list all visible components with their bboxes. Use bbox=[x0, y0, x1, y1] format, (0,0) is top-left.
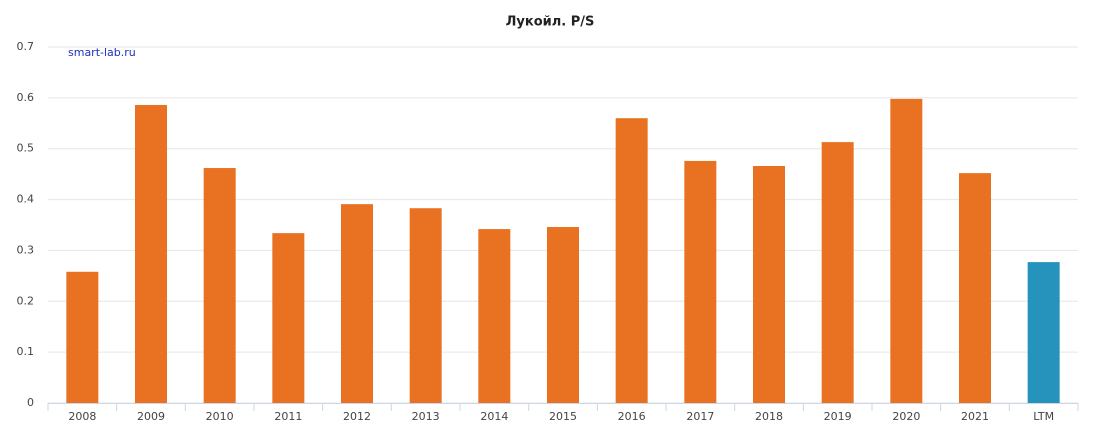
bar bbox=[203, 168, 236, 403]
chart-title: Лукойл. P/S bbox=[506, 15, 595, 30]
y-tick-label: 0 bbox=[27, 396, 34, 409]
bar bbox=[1027, 262, 1060, 403]
x-tick-label: 2013 bbox=[412, 410, 440, 423]
bar bbox=[684, 160, 717, 403]
bar bbox=[890, 98, 923, 404]
annotation: smart-lab.ru bbox=[68, 46, 136, 59]
x-tick-label: 2011 bbox=[274, 410, 302, 423]
bar bbox=[547, 227, 579, 403]
y-tick-label: 0.6 bbox=[17, 91, 35, 104]
x-tick-label: 2019 bbox=[824, 410, 852, 423]
x-tick-label: 2021 bbox=[961, 410, 989, 423]
y-tick-label: 0.7 bbox=[17, 40, 35, 53]
x-tick-label: 2017 bbox=[686, 410, 714, 423]
bar bbox=[959, 173, 991, 403]
x-tick-label: 2009 bbox=[137, 410, 165, 423]
x-tick-label: LTM bbox=[1033, 410, 1054, 423]
y-tick-label: 0.5 bbox=[17, 142, 35, 155]
x-tick-label: 2015 bbox=[549, 410, 577, 423]
x-tick-label: 2020 bbox=[892, 410, 920, 423]
x-tick-label: 2012 bbox=[343, 410, 371, 423]
x-tick-label: 2010 bbox=[206, 410, 234, 423]
x-tick-label: 2018 bbox=[755, 410, 783, 423]
y-tick-label: 0.2 bbox=[17, 294, 35, 307]
bar bbox=[272, 233, 305, 403]
x-tick-label: 2016 bbox=[618, 410, 646, 423]
bar bbox=[753, 166, 785, 403]
bar bbox=[135, 104, 167, 403]
bar bbox=[409, 208, 442, 403]
y-tick-label: 0.1 bbox=[17, 345, 35, 358]
y-tick-label: 0.4 bbox=[17, 193, 35, 206]
bar bbox=[821, 142, 854, 404]
bar bbox=[615, 118, 648, 403]
bar bbox=[341, 204, 373, 403]
x-tick-label: 2014 bbox=[480, 410, 508, 423]
x-tick-label: 2008 bbox=[68, 410, 96, 423]
bar bbox=[478, 229, 511, 403]
bar bbox=[66, 271, 99, 403]
y-tick-label: 0.3 bbox=[17, 243, 35, 256]
